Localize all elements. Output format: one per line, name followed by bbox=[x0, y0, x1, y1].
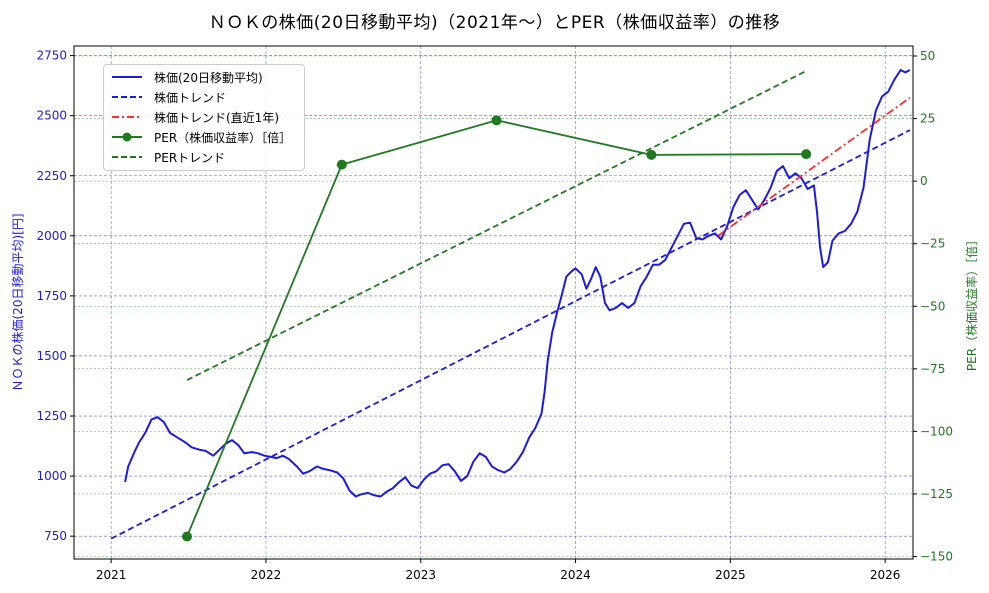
series-3 bbox=[186, 119, 807, 537]
solid-line-icon bbox=[112, 76, 142, 78]
y-right-tick-label: 25 bbox=[920, 112, 935, 126]
series-2 bbox=[717, 96, 911, 237]
y-right-tick-label: −25 bbox=[920, 237, 945, 251]
y-left-tick-label: 1250 bbox=[36, 409, 67, 423]
legend-label: 株価(20日移動平均) bbox=[154, 70, 263, 85]
y-right-tick-label: 0 bbox=[920, 174, 928, 188]
dashed-line-icon bbox=[112, 96, 142, 98]
legend-item-per: PER（株価収益率）［倍］ bbox=[112, 128, 291, 146]
legend-item-price-trend: 株価トレンド bbox=[112, 88, 226, 106]
dashed-line-icon bbox=[112, 156, 142, 158]
y-left-tick-label: 2500 bbox=[36, 109, 67, 123]
x-tick-label: 2025 bbox=[715, 568, 746, 582]
series-4 bbox=[186, 70, 807, 381]
series-0 bbox=[124, 69, 911, 498]
x-tick-label: 2022 bbox=[251, 568, 282, 582]
y-right-tick-label: −75 bbox=[920, 362, 945, 376]
legend-item-recent-trend: 株価トレンド(直近1年) bbox=[112, 108, 279, 126]
per-data-point bbox=[491, 115, 502, 126]
y-left-tick-label: 2000 bbox=[36, 229, 67, 243]
per-data-point bbox=[182, 531, 193, 542]
per-data-point bbox=[801, 149, 812, 160]
y-left-tick-label: 2750 bbox=[36, 49, 67, 63]
grid bbox=[74, 46, 913, 559]
legend-label: 株価トレンド(直近1年) bbox=[154, 110, 279, 125]
y-left-tick-label: 2250 bbox=[36, 169, 67, 183]
line-marker-icon bbox=[112, 132, 142, 142]
y-axis-right-title: PER（株価収益率）［倍］ bbox=[964, 234, 979, 371]
y-left-tick-label: 1000 bbox=[36, 469, 67, 483]
y-left-tick-label: 1750 bbox=[36, 289, 67, 303]
x-tick-label: 2024 bbox=[560, 568, 591, 582]
x-tick-label: 2021 bbox=[96, 568, 127, 582]
per-data-point bbox=[336, 159, 347, 170]
x-tick-label: 2023 bbox=[405, 568, 436, 582]
y-axis-left-title: ＮＯＫの株価(20日移動平均)[円] bbox=[10, 214, 25, 392]
y-left-tick-label: 750 bbox=[44, 529, 67, 543]
y-right-tick-label: −125 bbox=[920, 487, 953, 501]
plot-frame bbox=[73, 45, 914, 560]
dashdot-line-icon bbox=[112, 116, 142, 118]
legend-label: 株価トレンド bbox=[154, 90, 227, 105]
x-tick-label: 2026 bbox=[870, 568, 901, 582]
legend-item-per-trend: PERトレンド bbox=[112, 148, 225, 166]
legend: 株価(20日移動平均) 株価トレンド 株価トレンド(直近1年) PER（株価収益… bbox=[103, 64, 305, 171]
y-right-tick-label: −150 bbox=[920, 549, 953, 563]
y-right-tick-label: −50 bbox=[920, 299, 945, 313]
legend-item-price: 株価(20日移動平均) bbox=[112, 68, 263, 86]
per-data-point bbox=[646, 149, 657, 160]
axes: 2021 2022 2023 2024 2025 2026 750 1000 1250 1500 1… bbox=[10, 49, 979, 582]
y-left-tick-label: 1500 bbox=[36, 349, 67, 363]
y-right-tick-label: −100 bbox=[920, 424, 953, 438]
legend-label: PER（株価収益率）［倍］ bbox=[154, 130, 292, 145]
legend-label: PERトレンド bbox=[154, 150, 226, 165]
series-layer bbox=[110, 69, 911, 542]
series-1 bbox=[110, 129, 911, 540]
chart-title: ＮＯＫの株価(20日移動平均)（2021年～）とPER（株価収益率）の推移 bbox=[208, 13, 781, 33]
y-right-tick-label: 50 bbox=[920, 49, 935, 63]
